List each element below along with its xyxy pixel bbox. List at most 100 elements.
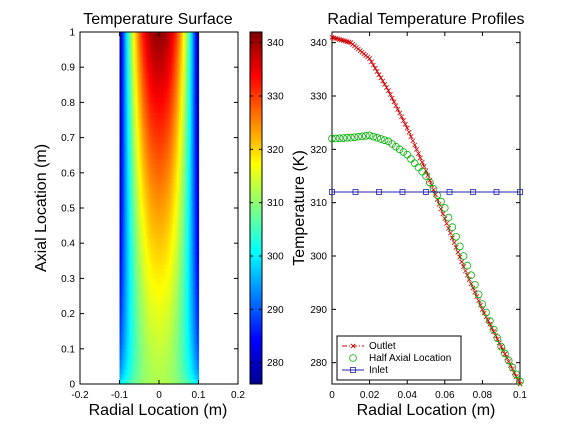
heatmap-cell [170,102,174,109]
heatmap-cell [157,253,160,259]
heatmap-cell [182,97,186,103]
heatmap-cell [143,67,146,73]
heatmap-cell [129,127,132,134]
heatmap-cell [186,333,190,340]
series-marker [399,114,405,120]
heatmap-cell [145,213,148,219]
heatmap-cell [186,87,190,93]
heatmap-cell [151,117,154,124]
heatmap-cell [155,87,158,93]
heatmap-cell [139,283,142,290]
heatmap-cell [145,248,148,254]
heatmap-cell [123,313,127,320]
heatmap-cell [155,313,158,320]
heatmap-cell [121,187,125,194]
heatmap-cell [155,122,158,129]
heatmap-cell [168,117,172,124]
heatmap-cell [123,122,127,129]
heatmap-cell [123,42,127,48]
series-marker [410,159,419,168]
heatmap-cell [149,373,152,380]
heatmap-cell [119,57,123,63]
heatmap-cell [192,353,196,360]
heatmap-cell [168,223,172,229]
heatmap-cell [125,293,128,300]
heatmap-cell [121,208,125,214]
heatmap-cell [174,142,178,149]
heatmap-cell [164,132,168,139]
heatmap-cell [190,182,194,189]
heatmap-cell [139,107,142,114]
heatmap-cell [119,278,123,285]
heatmap-cell [162,137,166,144]
heatmap-cell [133,92,136,98]
heatmap-cell [141,57,144,63]
heatmap-cell [139,62,142,68]
heatmap-cell [119,37,123,43]
heatmap-cell [125,122,128,129]
heatmap-cell [172,273,176,279]
heatmap-cell [194,187,198,194]
heatmap-cell [151,127,154,134]
heatmap-cell [164,363,168,370]
heatmap-cell [123,152,127,159]
heatmap-cell [168,228,172,234]
heatmap-cell [172,112,176,119]
heatmap-cell [166,112,170,119]
heatmap-cell [194,333,198,340]
heatmap-cell [159,218,162,224]
heatmap-cell [182,147,186,154]
heatmap-cell [139,258,142,264]
heatmap-cell [186,112,190,119]
heatmap-cell [127,197,130,204]
heatmap-cell [188,42,192,48]
heatmap-cell [139,348,142,355]
heatmap-cell [153,208,156,214]
series-marker [331,134,340,143]
heatmap-cell [123,358,127,365]
heatmap-cell [145,243,148,249]
heatmap-cell [166,343,170,350]
heatmap-cell [147,127,150,134]
heatmap-cell [147,107,150,114]
heatmap-cell [194,102,198,109]
series-marker [459,259,465,265]
heatmap-cell [162,373,166,380]
heatmap-cell [159,32,162,38]
heatmap-cell [127,293,130,300]
heatmap-cell [151,263,154,269]
heatmap-cell [184,253,188,259]
heatmap-cell [155,373,158,380]
heatmap-cell [129,122,132,129]
heatmap-cell [151,142,154,149]
heatmap-cell [119,112,123,119]
heatmap-cell [121,243,125,249]
heatmap-cell [143,258,146,264]
heatmap-cell [147,268,150,274]
heatmap-cell [194,202,198,209]
heatmap-cell [168,253,172,259]
heatmap-cell [170,172,174,179]
heatmap-cell [170,218,174,224]
heatmap-cell [145,112,148,119]
heatmap-cell [133,42,136,48]
heatmap-cell [174,72,178,78]
heatmap-cell [143,97,146,103]
heatmap-cell [135,92,138,98]
heatmap-cell [178,293,182,300]
heatmap-cell [119,197,123,204]
heatmap-cell [135,348,138,355]
heatmap-cell [180,92,184,98]
heatmap-cell [123,263,127,269]
heatmap-cell [149,67,152,73]
heatmap-cell [178,273,182,279]
heatmap-cell [133,318,136,325]
series-marker [380,136,389,144]
series-marker [455,249,461,255]
heatmap-cell [172,238,176,244]
heatmap-cell [184,333,188,340]
heatmap-plot [119,32,200,385]
heatmap-cell [192,273,196,279]
heatmap-cell [168,368,172,375]
heatmap-cell [188,348,192,355]
